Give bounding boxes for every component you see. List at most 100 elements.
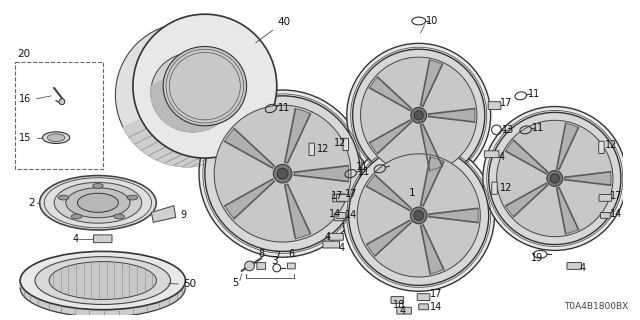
Polygon shape — [506, 183, 548, 217]
Polygon shape — [506, 140, 548, 174]
Text: 1: 1 — [409, 188, 415, 198]
Ellipse shape — [40, 176, 156, 230]
Ellipse shape — [49, 261, 156, 300]
FancyBboxPatch shape — [337, 195, 349, 201]
Text: 17: 17 — [500, 98, 513, 108]
Text: 14: 14 — [610, 210, 623, 220]
Polygon shape — [564, 172, 611, 185]
Text: 12: 12 — [317, 144, 329, 154]
FancyBboxPatch shape — [484, 151, 499, 157]
Text: 20: 20 — [17, 49, 30, 59]
Ellipse shape — [35, 257, 170, 304]
FancyBboxPatch shape — [419, 304, 428, 310]
FancyBboxPatch shape — [329, 233, 344, 240]
Ellipse shape — [66, 188, 130, 218]
Polygon shape — [370, 120, 412, 154]
Ellipse shape — [42, 132, 70, 143]
FancyBboxPatch shape — [343, 138, 349, 151]
Circle shape — [59, 99, 65, 105]
Ellipse shape — [205, 96, 360, 252]
Ellipse shape — [199, 90, 366, 257]
FancyBboxPatch shape — [417, 294, 430, 300]
Polygon shape — [285, 184, 310, 238]
Text: 40: 40 — [256, 17, 291, 43]
Ellipse shape — [360, 57, 477, 173]
FancyBboxPatch shape — [336, 212, 346, 218]
Text: 3: 3 — [271, 256, 278, 266]
Polygon shape — [20, 281, 186, 317]
Ellipse shape — [77, 193, 118, 212]
Ellipse shape — [114, 214, 124, 219]
FancyBboxPatch shape — [599, 141, 604, 154]
Polygon shape — [285, 109, 310, 163]
Polygon shape — [557, 188, 579, 234]
Ellipse shape — [353, 49, 485, 181]
Polygon shape — [294, 166, 349, 181]
Ellipse shape — [115, 23, 259, 167]
Text: 12: 12 — [605, 140, 618, 150]
Ellipse shape — [489, 112, 621, 244]
Text: 7: 7 — [274, 251, 280, 261]
Text: 19: 19 — [531, 253, 543, 263]
Text: 17: 17 — [332, 191, 344, 201]
Ellipse shape — [343, 140, 495, 291]
Text: 17: 17 — [610, 191, 623, 201]
Bar — [15, 62, 103, 169]
Text: 4: 4 — [579, 263, 585, 273]
Ellipse shape — [497, 120, 613, 237]
FancyBboxPatch shape — [492, 182, 497, 194]
FancyBboxPatch shape — [397, 307, 412, 314]
Text: 4: 4 — [499, 152, 504, 162]
Ellipse shape — [273, 164, 292, 183]
Polygon shape — [420, 60, 442, 106]
Polygon shape — [370, 77, 412, 110]
FancyBboxPatch shape — [567, 263, 582, 269]
Text: 17: 17 — [430, 289, 443, 299]
Text: 10: 10 — [426, 16, 438, 26]
Text: 4: 4 — [339, 244, 345, 253]
Text: 9: 9 — [180, 211, 187, 220]
Polygon shape — [420, 157, 444, 206]
Polygon shape — [124, 72, 276, 167]
Ellipse shape — [72, 214, 82, 219]
Text: 11: 11 — [527, 89, 540, 99]
FancyBboxPatch shape — [309, 143, 314, 156]
FancyBboxPatch shape — [334, 214, 344, 221]
Text: 4: 4 — [72, 234, 79, 244]
Text: 6: 6 — [289, 249, 294, 259]
Ellipse shape — [151, 52, 234, 132]
FancyBboxPatch shape — [488, 102, 501, 109]
Ellipse shape — [410, 207, 427, 224]
Text: 15: 15 — [19, 133, 31, 143]
Ellipse shape — [20, 252, 186, 310]
Polygon shape — [557, 123, 579, 170]
Text: 11: 11 — [278, 103, 290, 114]
Text: 13: 13 — [502, 125, 515, 135]
Ellipse shape — [47, 134, 65, 141]
Text: 12: 12 — [334, 138, 346, 148]
Polygon shape — [367, 175, 411, 210]
FancyBboxPatch shape — [600, 212, 610, 218]
Ellipse shape — [547, 171, 563, 187]
Polygon shape — [429, 108, 475, 122]
Ellipse shape — [163, 46, 246, 126]
Ellipse shape — [133, 14, 276, 158]
Ellipse shape — [277, 168, 288, 179]
Ellipse shape — [127, 195, 138, 200]
FancyBboxPatch shape — [599, 195, 612, 201]
Text: 4: 4 — [399, 306, 405, 316]
Text: 18: 18 — [392, 300, 404, 310]
FancyBboxPatch shape — [391, 297, 404, 303]
Text: 14: 14 — [345, 211, 357, 220]
FancyBboxPatch shape — [287, 263, 295, 269]
Ellipse shape — [483, 107, 627, 251]
Text: 11: 11 — [356, 162, 368, 172]
Ellipse shape — [349, 145, 489, 285]
Ellipse shape — [93, 183, 103, 188]
Polygon shape — [420, 124, 442, 171]
Ellipse shape — [411, 108, 427, 123]
Text: 12: 12 — [500, 183, 513, 193]
Ellipse shape — [550, 174, 559, 183]
FancyBboxPatch shape — [333, 194, 346, 202]
Ellipse shape — [58, 195, 68, 200]
